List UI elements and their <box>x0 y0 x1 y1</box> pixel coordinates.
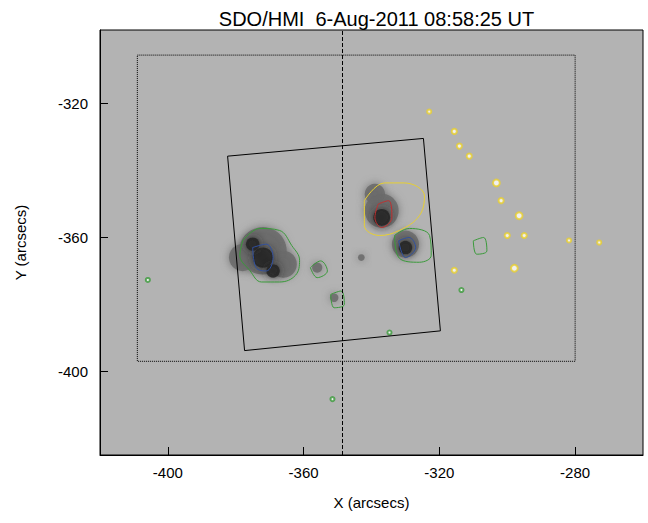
svg-text:-320: -320 <box>58 95 88 112</box>
svg-text:-320: -320 <box>424 464 454 481</box>
svg-text:-400: -400 <box>153 464 183 481</box>
svg-text:Y (arcsecs): Y (arcsecs) <box>12 205 29 281</box>
svg-text:SDO/HMI 6-Aug-2011 08:58:25 U: SDO/HMI 6-Aug-2011 08:58:25 UT <box>219 8 534 30</box>
svg-text:-360: -360 <box>58 229 88 246</box>
svg-text:-400: -400 <box>58 363 88 380</box>
svg-text:X (arcsecs): X (arcsecs) <box>334 494 410 511</box>
svg-text:-280: -280 <box>560 464 590 481</box>
svg-text:-360: -360 <box>289 464 319 481</box>
